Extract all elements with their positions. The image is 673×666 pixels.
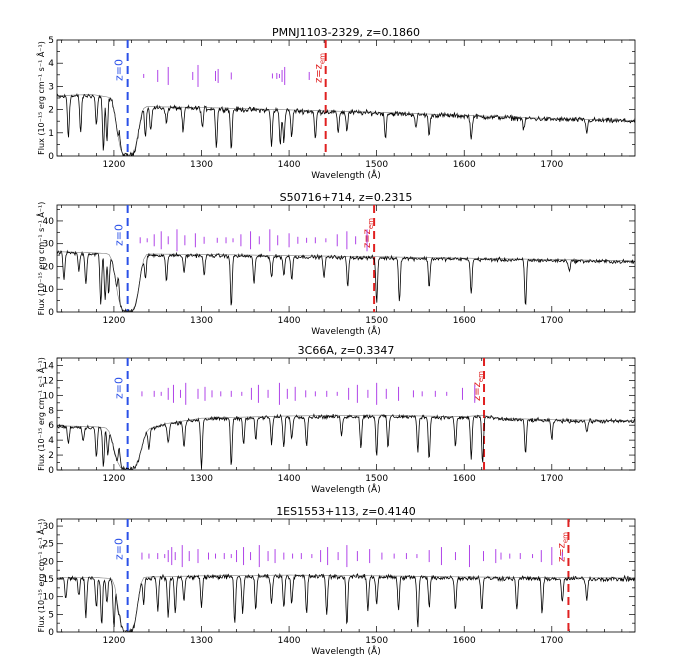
y-tick-label: 10 [43, 391, 55, 401]
y-tick-label: 0 [48, 628, 54, 638]
y-tick-label: 5 [48, 610, 54, 620]
x-tick-label: 1700 [540, 160, 563, 170]
z0-label: z=0 [113, 59, 126, 81]
y-tick-label: 20 [43, 557, 55, 567]
panel-title: 3C66A, z=0.3347 [298, 344, 395, 357]
y-tick-label: 6 [48, 421, 54, 431]
y-tick-label: 8 [48, 406, 54, 416]
x-tick-label: 1500 [365, 316, 388, 326]
plot-frame [56, 518, 636, 633]
x-tick-label: 1300 [190, 636, 213, 646]
y-tick-label: 0 [48, 466, 54, 476]
x-tick-label: 1600 [453, 160, 476, 170]
x-tick-label: 1600 [453, 316, 476, 326]
y-tick-label: 10 [43, 285, 55, 295]
spectrum-panel-1: PMNJ1103-2329, z=0.1860 1200 1300 1400 1500 1… [35, 26, 636, 181]
plot-frame [56, 357, 636, 471]
x-tick-label: 1200 [102, 636, 125, 646]
continuum-fit [57, 574, 635, 632]
panel-title: PMNJ1103-2329, z=0.1860 [272, 26, 420, 39]
y-tick-label: 10 [43, 593, 55, 603]
y-tick-label: 20 [43, 262, 55, 272]
y-tick-label: 40 [43, 217, 55, 227]
plot-frame [56, 204, 636, 313]
y-axis-label: Flux (10⁻¹⁵ erg cm⁻¹ s⁻¹ Å⁻¹) [35, 202, 46, 316]
z0-label: z=0 [113, 377, 126, 399]
continuum-fit [57, 94, 635, 156]
x-axis-label: Wavelength (Å) [311, 645, 380, 657]
zem-label: z=zem [362, 218, 375, 248]
x-tick-label: 1400 [278, 636, 301, 646]
y-tick-label: 3 [48, 82, 54, 92]
flux-spectrum [57, 572, 635, 632]
continuum-fit [57, 251, 635, 312]
x-tick-label: 1700 [540, 474, 563, 484]
zem-label: z=zem [314, 53, 327, 83]
y-axis-label: Flux (10⁻¹⁵ erg cm⁻¹ s⁻¹ Å⁻¹) [35, 519, 46, 633]
x-tick-label: 1500 [365, 636, 388, 646]
x-tick-label: 1400 [278, 160, 301, 170]
flux-spectrum [57, 93, 635, 156]
y-tick-label: 0 [48, 152, 54, 162]
x-tick-label: 1400 [278, 474, 301, 484]
x-tick-label: 1200 [102, 160, 125, 170]
x-tick-label: 1300 [190, 160, 213, 170]
y-tick-label: 15 [43, 575, 54, 585]
x-tick-label: 1600 [453, 636, 476, 646]
y-tick-label: 25 [43, 540, 54, 550]
zem-label-main: z=z [362, 229, 373, 248]
y-tick-label: 0 [48, 308, 54, 318]
y-tick-label: 30 [43, 522, 55, 532]
zem-label-subscript: em [319, 53, 327, 64]
x-axis-label: Wavelength (Å) [311, 169, 380, 181]
x-tick-label: 1300 [190, 474, 213, 484]
y-tick-label: 14 [43, 361, 55, 371]
zem-label-main: z=z [314, 64, 325, 83]
y-axis-label: Flux (10⁻¹⁵ erg cm⁻¹ s⁻¹ Å⁻¹) [35, 41, 46, 155]
zem-label-main: z=z [472, 382, 483, 401]
x-axis-label: Wavelength (Å) [311, 325, 380, 337]
flux-spectrum [57, 413, 635, 470]
spectrum-panel-4: 1ES1553+113, z=0.4140 1200 1300 1400 1500 160… [35, 505, 636, 657]
y-tick-label: 5 [48, 36, 54, 46]
y-tick-label: 1 [48, 129, 54, 139]
x-tick-label: 1500 [365, 160, 388, 170]
y-tick-label: 4 [48, 59, 54, 69]
zem-label-subscript: em [561, 532, 569, 543]
z0-label: z=0 [113, 224, 126, 246]
x-tick-label: 1200 [102, 316, 125, 326]
spectrum-panel-3: 3C66A, z=0.3347 1200 1300 1400 1500 1600 1700 0… [35, 344, 636, 495]
y-tick-label: 4 [48, 436, 54, 446]
y-tick-label: 2 [48, 106, 54, 116]
x-tick-label: 1300 [190, 316, 213, 326]
z0-label: z=0 [113, 538, 126, 560]
panel-title: 1ES1553+113, z=0.4140 [276, 505, 416, 518]
y-axis-label: Flux (10⁻¹⁵ erg cm⁻¹ s⁻¹ Å⁻¹) [35, 357, 46, 471]
y-tick-label: 30 [43, 240, 55, 250]
x-tick-label: 1700 [540, 636, 563, 646]
x-tick-label: 1400 [278, 316, 301, 326]
panel-title: S50716+714, z=0.2315 [280, 191, 413, 204]
y-tick-label: 12 [43, 376, 54, 386]
spectrum-panel-2: S50716+714, z=0.2315 1200 1300 1400 1500 1600… [35, 191, 636, 337]
y-tick-label: 2 [48, 451, 54, 461]
zem-label-subscript: em [367, 218, 375, 229]
x-tick-label: 1500 [365, 474, 388, 484]
x-tick-label: 1200 [102, 474, 125, 484]
continuum-fit [57, 414, 635, 470]
plot-frame [56, 39, 636, 157]
zem-label-subscript: em [477, 371, 485, 382]
x-axis-label: Wavelength (Å) [311, 483, 380, 495]
x-tick-label: 1600 [453, 474, 476, 484]
zem-label: z=zem [472, 371, 485, 401]
x-tick-label: 1700 [540, 316, 563, 326]
